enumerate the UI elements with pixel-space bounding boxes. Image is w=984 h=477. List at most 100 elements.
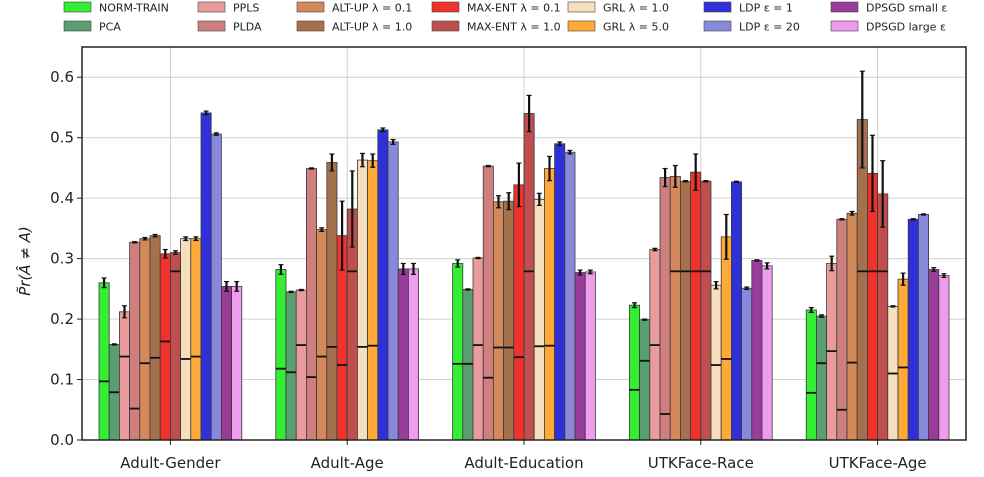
bar [159, 253, 171, 441]
legend-swatch [703, 1, 732, 13]
bar [523, 113, 535, 441]
legend-label: ALT-UP λ = 0.1 [332, 2, 412, 15]
category-label: Adult-Gender [120, 454, 221, 472]
legend-label: DPSGD small ε [866, 2, 947, 15]
bar [669, 175, 681, 441]
category-label: UTKFace-Race [648, 454, 754, 472]
legend-swatch [197, 20, 226, 32]
bar [877, 193, 889, 441]
plot-frame [81, 46, 967, 441]
bar [452, 263, 464, 441]
axes: 0.0 0.1 0.2 0.3 0.4 0.5 0.6 Adult-Gender Adult-A… [50, 46, 967, 472]
legend-label: LDP ε = 20 [739, 21, 800, 34]
legend-label: LDP ε = 1 [739, 2, 793, 15]
bar [554, 143, 566, 441]
legend-label: PPLS [233, 2, 259, 15]
y-axis-label: P̃r(Â ≠ A) [15, 226, 34, 296]
legend-swatch [567, 20, 596, 32]
bar [816, 315, 828, 441]
y-tick-label: 0.3 [50, 250, 74, 268]
bar [180, 238, 192, 441]
bar [731, 181, 743, 441]
y-tick-label: 0.2 [50, 310, 74, 328]
bar [98, 282, 110, 441]
bar [285, 291, 297, 441]
bar [305, 168, 317, 441]
category-label: Adult-Age [311, 454, 384, 472]
bar [377, 129, 389, 441]
bar [700, 180, 712, 441]
legend-label: ALT-UP λ = 1.0 [332, 21, 412, 34]
bar [220, 286, 232, 441]
legend-swatch [63, 1, 92, 13]
legend-label: MAX-ENT λ = 1.0 [467, 21, 561, 34]
bar [710, 284, 722, 441]
y-tick-label: 0.5 [50, 129, 74, 147]
bar [169, 252, 181, 441]
legend-label: PLDA [233, 21, 262, 34]
category-label: Adult-Education [464, 454, 583, 472]
bar [407, 268, 419, 441]
bar [907, 218, 919, 441]
bar [533, 198, 545, 441]
bar [741, 287, 753, 441]
bar [680, 180, 692, 441]
bar [462, 289, 474, 441]
bar [836, 218, 848, 441]
bar [119, 311, 131, 441]
legend: NORM-TRAIN PCA PPLS PLDA ALT-UP λ = 0.1 ALT-U… [63, 1, 947, 34]
legend-swatch [567, 1, 596, 13]
bar [190, 238, 202, 441]
legend-swatch [63, 20, 92, 32]
bar [751, 260, 763, 441]
bar [139, 238, 151, 441]
bar [295, 289, 307, 441]
bar [574, 272, 586, 441]
bar [356, 159, 368, 441]
bars [98, 70, 950, 441]
category-label: UTKFace-Age [829, 454, 927, 472]
bar [690, 171, 702, 441]
legend-swatch [296, 20, 325, 32]
bar [805, 309, 817, 441]
bar [387, 141, 399, 441]
bar [326, 162, 338, 441]
bar [846, 212, 858, 441]
bar [897, 278, 909, 441]
bar [629, 304, 641, 441]
bar [397, 268, 409, 441]
bar [938, 275, 950, 441]
legend-swatch [431, 1, 460, 13]
bar [492, 201, 504, 441]
legend-label: GRL λ = 1.0 [603, 2, 669, 15]
bar [275, 269, 287, 441]
bar [544, 168, 556, 441]
legend-swatch [830, 1, 859, 13]
y-tick-label: 0.1 [50, 371, 74, 389]
bar [720, 236, 732, 441]
bar [231, 286, 243, 441]
bar [918, 214, 930, 441]
bar [472, 257, 484, 441]
bar [316, 229, 328, 441]
bar [503, 200, 515, 441]
legend-label: GRL λ = 5.0 [603, 21, 669, 34]
bar [584, 271, 596, 441]
bar [761, 265, 773, 441]
bar [867, 172, 879, 441]
bar [513, 184, 525, 441]
legend-swatch [296, 1, 325, 13]
legend-swatch [830, 20, 859, 32]
bar [659, 177, 671, 441]
y-tick-label: 0.0 [50, 431, 74, 449]
bar [210, 133, 222, 441]
y-tick-label: 0.4 [50, 189, 74, 207]
bar [928, 269, 940, 441]
legend-label: PCA [99, 21, 121, 34]
legend-swatch [703, 20, 732, 32]
bar [367, 160, 379, 441]
bar [200, 112, 212, 441]
bar [564, 151, 576, 441]
legend-swatch [197, 1, 226, 13]
